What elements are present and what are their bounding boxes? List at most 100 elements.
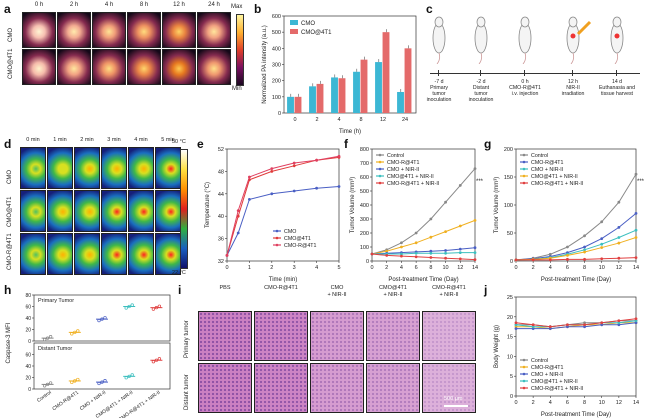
histology-row-label: Primary tumor [184,320,190,358]
y-tick-label: 44 [218,192,224,198]
data-point [270,170,274,173]
x-tick-label: 8 [429,265,432,271]
legend-marker [522,160,526,164]
y-tick-label: 20 [507,315,513,321]
y-tick-label: 400 [360,203,369,209]
data-point [315,186,318,190]
data-point [548,325,552,329]
histology-row-label: Distant tumor [184,374,190,410]
histology-panel: PBS CMO-R@4T1 CMO + NIR-II CMO@4T1 + NIR-II… [178,283,484,418]
bar [360,59,368,113]
y-tick-label: 0 [366,259,369,265]
data-point [566,254,569,257]
legend-label: CMO-R@4T1 + NIR-II [531,386,583,392]
pa-colorbar-max: Max [231,4,243,10]
thermal-time-label: 5 min [161,137,175,143]
data-point [634,228,638,232]
y-axis-label: Temperature (°C) [205,182,211,228]
y-tick-label: 0 [28,339,31,345]
thermal-time-label: 0 min [26,137,40,143]
legend-label: CMO@4T1 [284,236,311,242]
data-point [617,226,621,229]
caspase-mfi-chart: Caspase-3 MFI 0 20 40 60 80 Primary Tumor 0 20 40… [6,293,171,418]
legend-label: CMO-R@4T1 [531,365,564,371]
histology-image-tile [198,311,252,361]
thermal-time-label: 2 min [80,137,94,143]
data-point [248,198,251,201]
data-point [531,327,535,331]
x-tick-label: 6 [415,265,418,271]
data-point [583,250,586,254]
legend-marker [378,181,382,185]
pa-time-label: 0 h [34,2,44,8]
data-point [473,258,477,261]
x-tick-label: 10 [599,400,605,406]
data-point [583,248,586,252]
bar [375,62,382,113]
data-point [566,257,569,261]
data-point [583,325,586,329]
x-tick-label: 2 [532,400,535,406]
legend-marker [378,160,382,164]
bar [338,78,346,113]
series-line [371,247,476,255]
legend-marker [522,167,526,171]
data-point [600,237,604,240]
y-tick-label: 80 [25,293,31,299]
legend-marker [522,174,526,178]
data-point [225,254,229,257]
data-point [583,234,586,238]
data-point [154,306,159,310]
pa-intensity-chart: 0 100 200 300 400 500 600 Normalized PA intensi… [262,14,417,135]
legend-marker [275,243,279,247]
series-line [515,173,637,261]
data-point [337,154,341,158]
data-point [583,245,586,249]
histology-image-tile [254,363,308,413]
data-point [617,200,621,204]
data-point [48,381,53,385]
plot-frame [226,148,340,262]
x-tick-label: 1 [248,265,251,271]
x-tick-label: 14 [633,265,639,271]
y-tick-label: 300 [360,217,369,223]
data-point [444,249,447,252]
thermal-time-label: 1 min [53,137,67,143]
mouse-icon [566,14,580,65]
data-point [400,252,403,256]
y-tick-label: 25 [507,295,513,301]
legend-label: CMO [301,21,315,27]
histology-image-tile [254,311,308,361]
x-tick-label: 0 [293,117,296,123]
x-tick-label: 8 [583,400,586,406]
pa-row-label: CMO@4T1 [8,48,14,79]
x-tick-label: 4 [315,265,318,271]
panel-label-b: b [254,2,262,16]
legend-label: Control [531,358,548,364]
data-point [385,249,389,253]
x-tick-label: 0 [514,400,517,406]
data-point [634,317,638,321]
series-line [372,252,475,255]
histology-scale-label: 500 μm [444,396,463,402]
bar [382,32,390,113]
legend-marker [522,153,526,157]
y-tick-label: 600 [360,175,369,181]
y-tick-label: 32 [218,259,224,265]
bar [353,71,360,113]
data-point [634,172,638,176]
y-tick-label: 0 [510,394,513,400]
legend-label: CMO-R@4T1 + NIR-II [531,181,583,187]
histology-col-label: CMO-R@4T1 + NIR-II [432,285,466,298]
legend-label: CMO-R@4T1 [284,243,317,249]
data-point [127,374,131,378]
data-point [531,258,535,262]
panel-label-j: j [484,283,488,297]
timeline-label: 12 h NIR-II irradiation [561,79,585,97]
pa-image-tile [162,12,196,48]
y-tick-label: 500 [272,30,281,36]
data-point [157,304,162,308]
thermal-image-tile [74,233,100,275]
pa-colorbar-min: Min [232,86,242,92]
